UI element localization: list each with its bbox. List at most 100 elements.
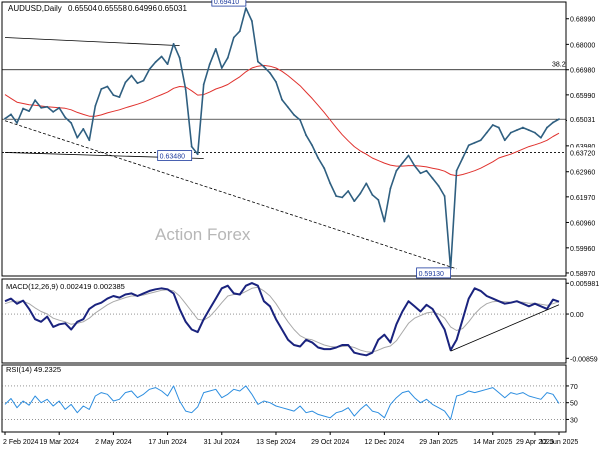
price-point: [534, 131, 536, 134]
price-point: [220, 67, 223, 69]
price-ytick-label: 0.60960: [570, 220, 595, 227]
price-point: [208, 63, 211, 66]
last-price-label: 0.65031: [570, 117, 595, 124]
price-point: [485, 131, 488, 134]
price-point: [509, 131, 512, 134]
price-point: [202, 83, 205, 86]
macd-ytick-label: 0.00: [570, 312, 584, 319]
price-point: [311, 144, 314, 147]
price-point: [70, 122, 73, 124]
price-point: [64, 116, 67, 119]
price-point: [299, 119, 301, 121]
price-point: [160, 55, 163, 58]
price-point: [527, 129, 530, 132]
price-point: [521, 126, 524, 129]
fib-level-label: 38.2: [552, 62, 566, 69]
price-panel-title: AUDUSD,Daily: [8, 4, 62, 13]
price-point: [281, 98, 283, 101]
price-point: [425, 169, 428, 172]
price-ytick-label: 0.68990: [570, 17, 595, 24]
price-point: [136, 82, 139, 85]
price-point: [503, 139, 506, 142]
x-tick-label: 2 Feb 2024: [3, 439, 39, 446]
price-point: [389, 187, 392, 190]
x-tick-label: 12 Dec 2024: [365, 439, 405, 446]
price-point: [28, 110, 30, 112]
ma-line: [4, 64, 560, 177]
price-point: [82, 127, 85, 130]
price-point: [118, 96, 121, 99]
support-tag: [567, 147, 600, 158]
x-tick-label: 17 Jun 2024: [148, 439, 187, 446]
price-point: [4, 117, 6, 120]
x-tick-label: 12 Jun 2025: [540, 439, 579, 446]
price-point: [130, 74, 133, 77]
macd-panel: 0.005981 0.00 -0.00859: [2, 281, 599, 363]
price-point: [196, 153, 199, 156]
price-ytick-label: 0.63980: [570, 144, 595, 151]
price-point: [184, 88, 187, 91]
price-point: [341, 196, 344, 199]
price-point: [305, 134, 307, 137]
price-line: [4, 7, 560, 270]
price-annotation-box: [211, 0, 247, 7]
price-point: [154, 61, 157, 64]
rsi-line: [4, 385, 560, 420]
macd-signal-line: [4, 286, 560, 353]
x-tick-label: 13 Sep 2024: [256, 439, 296, 446]
price-point: [94, 105, 97, 107]
price-ytick-label: 0.66980: [570, 68, 595, 75]
price-point: [323, 167, 326, 170]
macd-panel-title: MACD(12,26,9) 0.002419 0.002385: [6, 282, 125, 291]
price-ytick-label: 0.61970: [570, 195, 595, 202]
price-point: [491, 124, 494, 126]
price-point: [190, 145, 193, 148]
x-tick-label: 19 Mar 2024: [40, 439, 79, 446]
ohlc-high: 0.65558: [98, 4, 127, 13]
price-point: [497, 126, 500, 129]
price-point: [52, 110, 55, 113]
price-point: [546, 126, 548, 129]
price-point: [479, 139, 482, 142]
price-annotation-label: 0.59130: [419, 271, 444, 278]
price-point: [558, 118, 560, 121]
price-point: [166, 63, 169, 66]
price-panel-frame: [1, 1, 567, 277]
price-point: [335, 195, 338, 197]
price-point: [383, 220, 386, 223]
support-label: 0.63720: [570, 150, 595, 157]
price-point: [287, 106, 289, 109]
rsi-ytick-label: 70: [570, 384, 578, 391]
price-annotation-box: [157, 150, 193, 161]
watermark: Action Forex: [155, 225, 251, 244]
price-trendline: [4, 120, 457, 270]
price-point: [353, 200, 356, 203]
price-point: [407, 154, 410, 157]
price-point: [359, 192, 362, 195]
price-ytick-label: 0.65990: [570, 93, 595, 100]
price-point: [473, 141, 476, 144]
x-tick-label: 29 Jan 2025: [419, 439, 458, 446]
price-point: [172, 42, 175, 45]
price-point: [293, 113, 295, 116]
price-point: [40, 106, 43, 109]
price-ytick-label: 0.58970: [570, 271, 595, 278]
x-axis: 2 Feb 2024 19 Mar 2024 2 May 2024 17 Jun 20…: [3, 432, 578, 446]
rsi-panel-title: RSI(14) 49.2325: [6, 365, 61, 374]
price-point: [142, 79, 145, 82]
ohlc-low: 0.64996: [128, 4, 157, 13]
rsi-panel-frame: [1, 364, 567, 433]
price-point: [100, 88, 103, 90]
price-ytick-label: 0.62960: [570, 170, 595, 177]
price-ytick-label: 0.68000: [570, 42, 595, 49]
price-point: [455, 169, 458, 172]
price-point: [317, 157, 320, 159]
price-point: [413, 164, 416, 167]
price-point: [46, 105, 49, 108]
price-point: [377, 198, 380, 201]
macd-line: [4, 282, 560, 357]
panel-frames: [1, 1, 567, 433]
last-price-tag: [567, 114, 600, 125]
price-point: [226, 56, 229, 59]
